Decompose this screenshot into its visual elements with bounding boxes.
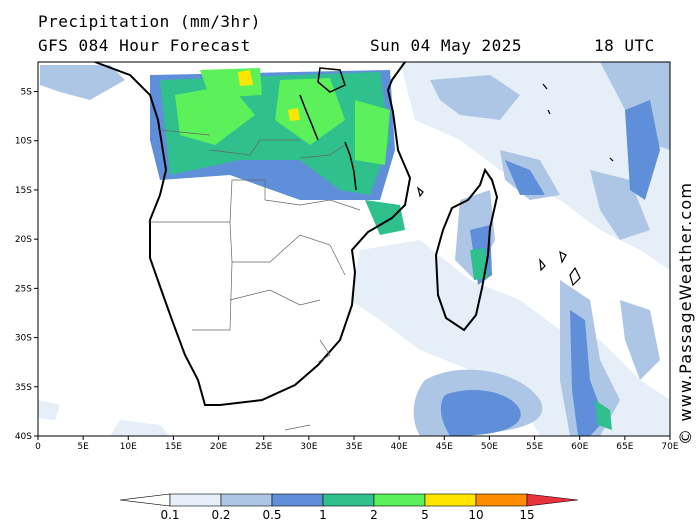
legend-label: 0.2 <box>211 508 231 522</box>
lon-label: 65E <box>616 442 633 452</box>
legend-label: 5 <box>421 508 429 522</box>
lat-label: 20S <box>15 235 32 245</box>
lake-tanganyika <box>299 94 319 141</box>
lon-label: 40E <box>391 442 408 452</box>
lon-label: 55E <box>526 442 543 452</box>
africa-coastline <box>94 62 412 406</box>
latitude-axis: 5S 10S 15S 20S 25S 30S 35S 40S <box>15 88 38 442</box>
legend-max-arrow <box>526 493 579 507</box>
longitude-axis: 0 5E 10E 15E 20E 25E 30E 35E 40E 45E 50E 55E 60E 65E 7… <box>35 436 679 452</box>
legend-swatch <box>424 493 477 507</box>
legend-label: 0.5 <box>262 508 282 522</box>
legend-swatch <box>373 493 426 507</box>
legend-label: 2 <box>370 508 378 522</box>
lon-label: 50E <box>481 442 498 452</box>
legend-label: 10 <box>468 508 484 522</box>
lat-label: 30S <box>15 334 32 344</box>
lon-label: 60E <box>571 442 588 452</box>
legend-swatch <box>322 493 375 507</box>
lon-label: 45E <box>436 442 453 452</box>
lon-label: 35E <box>345 442 362 452</box>
lon-label: 0 <box>35 442 41 452</box>
forecast-date: Sun 04 May 2025 <box>370 36 522 55</box>
legend-label: 1 <box>319 508 327 522</box>
map-title: Precipitation (mm/3hr) <box>38 12 261 31</box>
lat-label: 35S <box>15 383 32 393</box>
legend-swatch <box>220 493 273 507</box>
legend-swatch <box>475 493 528 507</box>
legend-label: 0.1 <box>160 508 180 522</box>
map-plot-area <box>38 62 670 436</box>
precip-legend-bar <box>119 493 579 507</box>
forecast-time: 18 UTC <box>594 36 655 55</box>
lon-label: 5E <box>77 442 89 452</box>
small-islands <box>416 83 614 287</box>
legend-swatch <box>271 493 324 507</box>
lake-victoria <box>317 67 346 93</box>
lon-label: 30E <box>300 442 317 452</box>
lon-label: 15E <box>165 442 182 452</box>
precip-5-10-areas <box>238 70 300 121</box>
lat-label: 15S <box>15 186 32 196</box>
lon-label: 20E <box>210 442 227 452</box>
watermark-text: © www.PassageWeather.com <box>676 181 695 445</box>
lon-label: 70E <box>661 442 678 452</box>
lon-label: 10E <box>120 442 137 452</box>
forecast-model-line: GFS 084 Hour Forecast <box>38 36 251 55</box>
lat-label: 10S <box>15 137 32 147</box>
madagascar-coastline <box>434 167 499 332</box>
country-borders <box>148 129 361 431</box>
lake-malawi <box>344 141 357 191</box>
legend-swatch <box>169 493 222 507</box>
lon-label: 25E <box>255 442 272 452</box>
lat-label: 40S <box>15 432 32 442</box>
legend-min-arrow <box>119 493 171 507</box>
legend-label: 15 <box>519 508 535 522</box>
lat-label: 25S <box>15 284 32 294</box>
lat-label: 5S <box>21 88 33 98</box>
